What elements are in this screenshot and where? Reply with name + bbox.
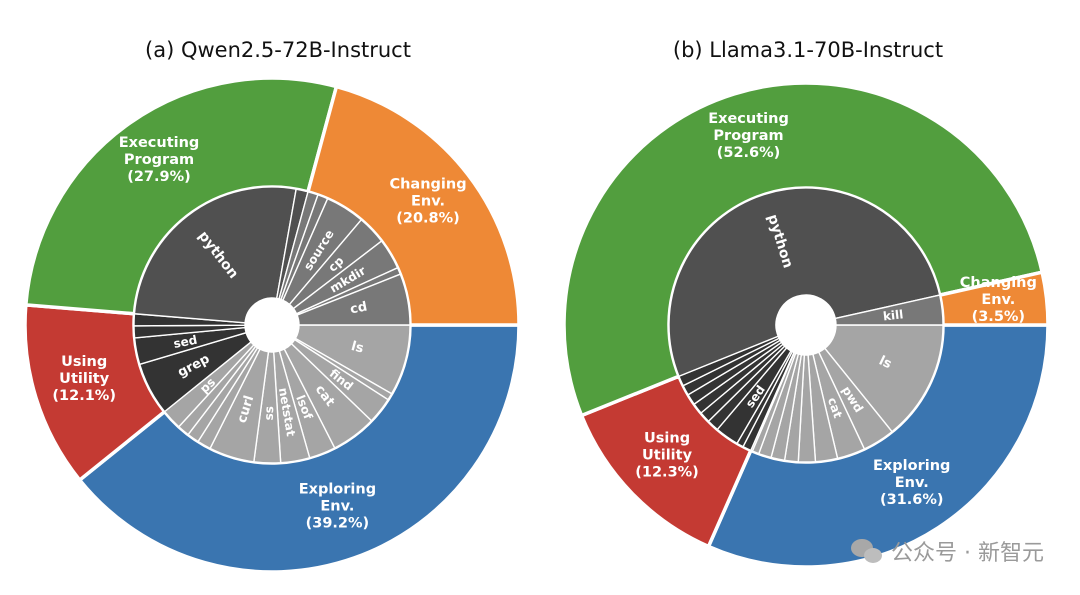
- center-hole-a: [245, 298, 299, 352]
- outer-label-changing-env-b: Changing Env. (3.5%): [960, 275, 1037, 325]
- outer-label-exploring-env-b: Exploring Env. (31.6%): [873, 458, 950, 508]
- chart-title-a: (a) Qwen2.5-72B-Instruct: [145, 38, 411, 62]
- wechat-icon: [851, 537, 883, 565]
- inner-label-kill-b: kill: [882, 307, 904, 323]
- inner-label-cd-a: cd: [349, 299, 369, 317]
- outer-label-changing-env-a: Changing Env. (20.8%): [389, 177, 466, 227]
- inner-label-cat-b: cat: [825, 396, 845, 421]
- watermark-text: 公众号 · 新智元: [891, 541, 1044, 566]
- inner-label-sed-a: sed: [172, 333, 198, 351]
- inner-label-ss-a: ss: [262, 406, 276, 421]
- watermark: 公众号 · 新智元: [851, 535, 1044, 567]
- outer-label-executing-program-b: Executing Program (52.6%): [708, 111, 789, 161]
- chart-title-b: (b) Llama3.1-70B-Instruct: [672, 38, 944, 62]
- outer-label-exploring-env-a: Exploring Env. (39.2%): [299, 481, 376, 531]
- center-hole-b: [776, 295, 836, 355]
- outer-label-executing-program-a: Executing Program (27.9%): [119, 135, 200, 185]
- outer-label-using-utility-b: Using Utility (12.3%): [635, 431, 699, 481]
- outer-label-using-utility-a: Using Utility (12.1%): [52, 354, 116, 404]
- inner-label-ls-a: ls: [350, 339, 366, 357]
